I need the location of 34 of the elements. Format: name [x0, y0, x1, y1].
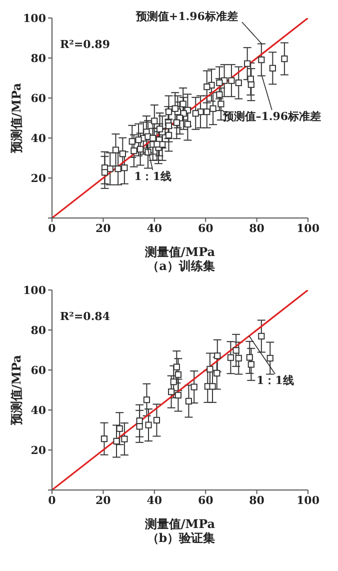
x-tick-label: 60: [198, 494, 214, 507]
x-axis-title: 测量值/MPa: [144, 517, 216, 531]
x-tick-label: 100: [296, 222, 320, 235]
x-tick-label: 80: [249, 222, 265, 235]
annotation: 预测值+1.96标准差: [134, 10, 238, 23]
annotation: 1：1线: [256, 374, 294, 387]
x-tick-label: 20: [96, 494, 112, 507]
y-tick-label: 100: [23, 12, 46, 25]
x-tick-label: 40: [146, 222, 162, 235]
x-tick-label: 60: [198, 222, 214, 235]
x-tick-label: 100: [296, 494, 320, 507]
y-tick-label: 100: [23, 284, 46, 297]
y-tick-label: 60: [30, 92, 46, 105]
x-tick-label: 80: [249, 494, 265, 507]
y-tick-label: 40: [30, 404, 46, 417]
annotation: 预测值–1.96标准差: [222, 110, 322, 123]
annotation: 1：1线: [134, 170, 172, 183]
y-axis-title: 预测值/MPa: [9, 82, 24, 154]
y-tick-label: 20: [30, 444, 46, 457]
y-tick-label: 40: [30, 132, 46, 145]
y-axis-title: 预测值/MPa: [9, 354, 24, 426]
x-tick-label: 40: [146, 494, 162, 507]
y-tick-label: 80: [30, 52, 46, 65]
x-axis-title: 测量值/MPa: [144, 245, 216, 259]
y-tick-label: 80: [30, 324, 46, 337]
x-tick-label: 0: [48, 222, 56, 235]
x-tick-label: 20: [96, 222, 112, 235]
annotation: R²=0.84: [60, 310, 110, 323]
y-tick-label: 20: [30, 172, 46, 185]
x-tick-label: 0: [48, 494, 56, 507]
text: （a）训练集: [146, 258, 216, 275]
text: （b）验证集: [146, 530, 216, 547]
y-tick-label: 60: [30, 364, 46, 377]
annotation: R²=0.89: [60, 38, 110, 51]
